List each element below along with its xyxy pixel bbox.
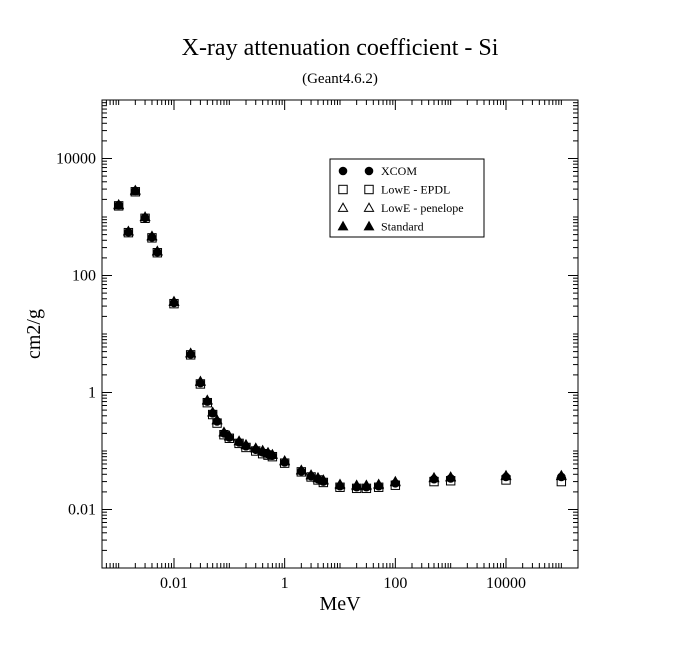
data-point-standard bbox=[266, 448, 278, 459]
data-point-standard bbox=[555, 469, 567, 480]
data-point-standard bbox=[500, 469, 512, 480]
data-point-standard bbox=[113, 198, 125, 209]
chart-title: X-ray attenuation coefficient - Si bbox=[182, 35, 499, 61]
data-point-standard bbox=[317, 474, 329, 484]
axis-ticks bbox=[101, 99, 579, 569]
data-point-standard bbox=[257, 444, 269, 455]
data-point-standard bbox=[240, 438, 252, 449]
data-point-standard bbox=[201, 394, 213, 405]
data-point-standard bbox=[194, 375, 206, 386]
series-standard bbox=[113, 184, 567, 490]
data-point-standard bbox=[168, 295, 180, 306]
chart-subtitle: (Geant4.6.2) bbox=[302, 71, 378, 87]
legend-marker-lowe-epdl bbox=[338, 184, 348, 195]
data-point-standard bbox=[207, 406, 219, 417]
data-point-standard bbox=[351, 479, 363, 490]
y-tick-labels: 0.01 1 100 10000 bbox=[56, 151, 96, 519]
legend-marker-standard bbox=[363, 220, 375, 231]
legend-label-xcom: XCOM bbox=[381, 164, 417, 178]
x-tick-labels: 0.01 1 100 10000 bbox=[160, 575, 526, 592]
y-tick-label: 1 bbox=[88, 385, 96, 402]
legend-label-standard: Standard bbox=[381, 220, 424, 234]
legend-marker-lowe-penelope bbox=[363, 202, 375, 212]
legend-marker-lowe-penelope bbox=[337, 202, 349, 212]
data-point-standard bbox=[428, 471, 440, 482]
data-point-standard bbox=[223, 430, 235, 440]
legend-marker-standard bbox=[337, 220, 349, 231]
legend: XCOM LowE - EPDL LowE - penelope Standard bbox=[329, 158, 485, 238]
data-point-standard bbox=[360, 479, 372, 490]
data-point-standard bbox=[139, 211, 151, 221]
x-tick-label: 0.01 bbox=[160, 575, 188, 592]
data-point-standard bbox=[334, 478, 346, 489]
x-tick-label: 10000 bbox=[486, 575, 526, 592]
data-point-standard bbox=[151, 245, 163, 256]
x-tick-label: 1 bbox=[281, 575, 289, 592]
data-point-standard bbox=[233, 435, 245, 445]
data-point-standard bbox=[211, 414, 223, 424]
y-axis-label: cm2/g bbox=[23, 309, 45, 359]
legend-marker-lowe-epdl bbox=[364, 184, 374, 195]
y-tick-label: 100 bbox=[72, 268, 96, 285]
legend-label-lowe-epdl: LowE - EPDL bbox=[381, 183, 450, 197]
data-point-standard bbox=[129, 184, 141, 195]
x-tick-label: 100 bbox=[383, 575, 407, 592]
data-point-standard bbox=[295, 464, 307, 475]
y-tick-label: 0.01 bbox=[68, 502, 96, 519]
data-point-standard bbox=[305, 469, 317, 479]
x-axis-label: MeV bbox=[319, 593, 361, 615]
legend-box bbox=[329, 158, 485, 238]
data-point-standard bbox=[146, 230, 158, 241]
legend-marker-xcom bbox=[338, 166, 348, 176]
data-point-standard bbox=[250, 442, 262, 452]
data-point-standard bbox=[122, 225, 134, 236]
data-point-standard bbox=[279, 454, 291, 465]
data-point-standard bbox=[312, 471, 324, 482]
data-point-standard bbox=[445, 471, 457, 481]
data-point-standard bbox=[389, 475, 401, 486]
legend-label-lowe-penelope: LowE - penelope bbox=[381, 201, 464, 215]
data-point-standard bbox=[185, 347, 197, 358]
data-points bbox=[113, 184, 567, 494]
legend-marker-xcom bbox=[364, 166, 374, 176]
data-point-standard bbox=[373, 478, 385, 489]
data-point-standard bbox=[218, 426, 230, 437]
y-tick-label: 10000 bbox=[56, 151, 96, 168]
